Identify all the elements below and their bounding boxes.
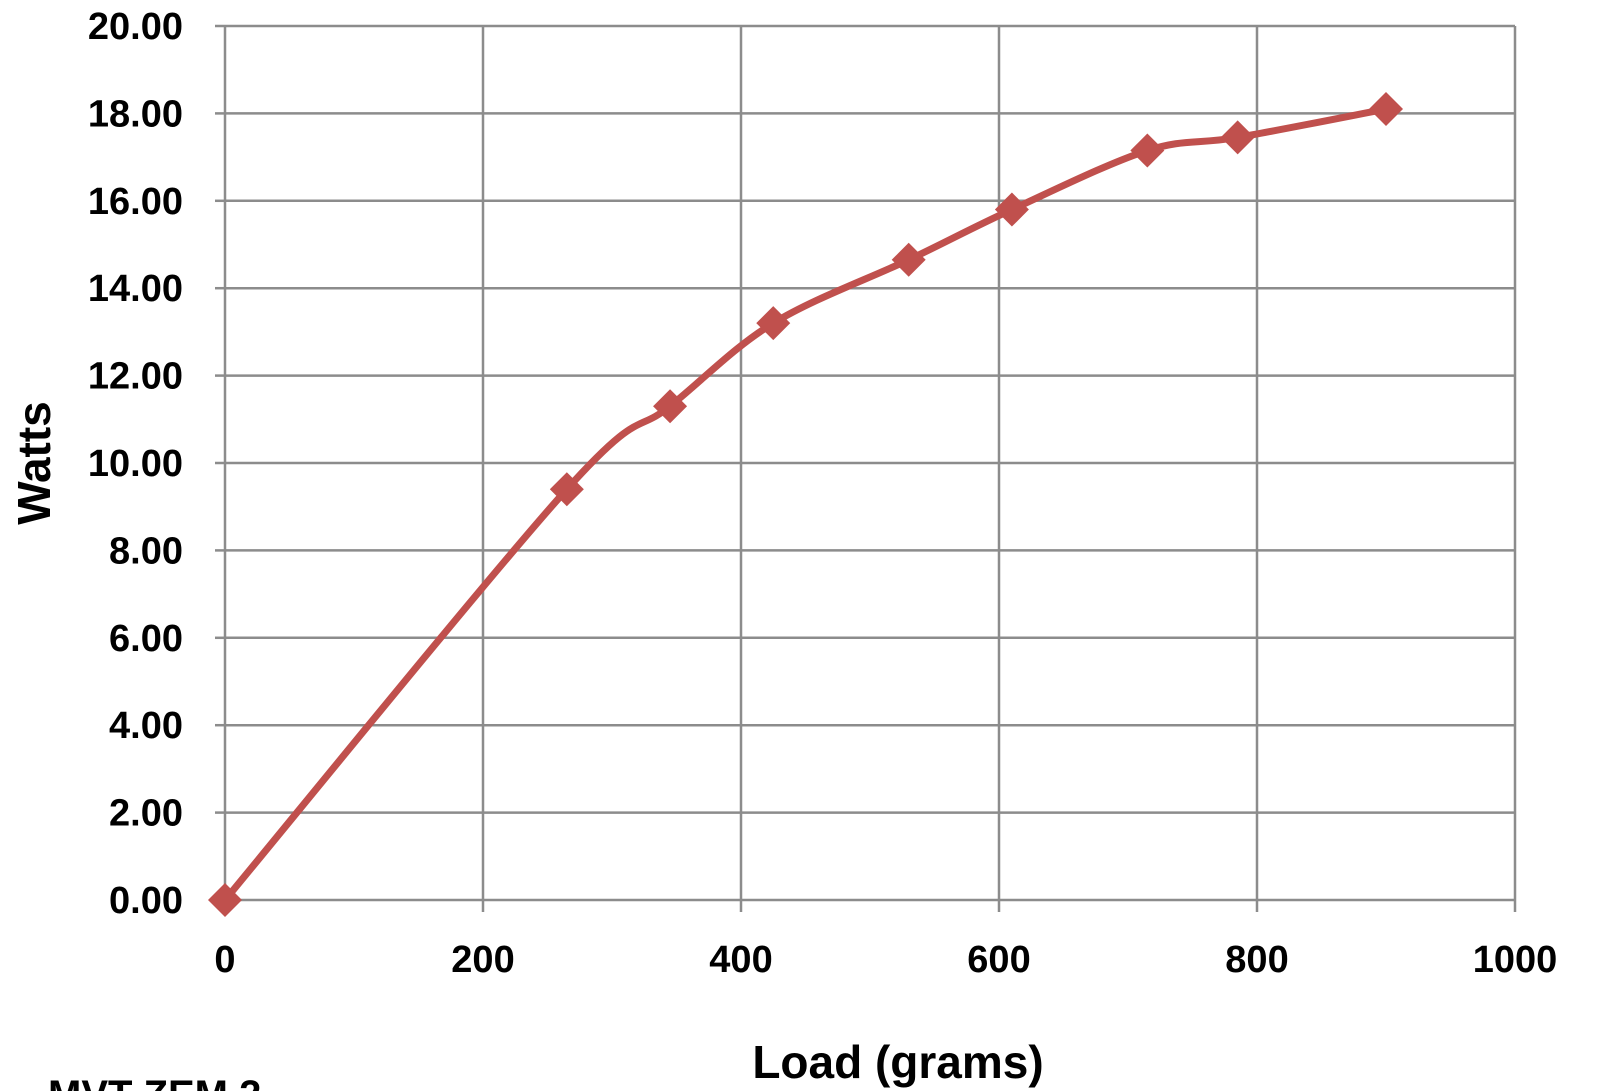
y-tick-label: 4.00 bbox=[109, 705, 183, 747]
y-tick-label: 18.00 bbox=[88, 93, 183, 135]
data-point-marker bbox=[549, 472, 584, 507]
x-tick-label: 600 bbox=[967, 939, 1030, 981]
tick-labels: 0.00 2.00 4.00 6.00 8.00 10.00 12.00 14.00 16.00… bbox=[88, 6, 1557, 981]
x-tick-label: 0 bbox=[214, 939, 235, 981]
x-tick-label: 400 bbox=[709, 939, 772, 981]
y-tick-label: 16.00 bbox=[88, 181, 183, 223]
data-point-marker bbox=[1130, 133, 1165, 168]
data-point-marker bbox=[1220, 120, 1255, 155]
y-tick-label: 14.00 bbox=[88, 268, 183, 310]
y-tick-label: 8.00 bbox=[109, 530, 183, 572]
data-point-marker bbox=[208, 883, 242, 917]
data-point-marker bbox=[891, 242, 926, 277]
series-line bbox=[221, 105, 1390, 904]
y-axis-title: Watts bbox=[8, 401, 60, 525]
y-tick-label: 12.00 bbox=[88, 356, 183, 398]
data-point-marker bbox=[994, 192, 1029, 227]
y-tick-label: 2.00 bbox=[109, 793, 183, 835]
y-tick-label: 20.00 bbox=[88, 6, 183, 48]
grid-lines bbox=[215, 24, 1517, 912]
series-layer bbox=[208, 92, 1403, 917]
data-point-marker bbox=[653, 389, 688, 424]
x-tick-label: 200 bbox=[451, 939, 514, 981]
data-point-marker bbox=[1369, 92, 1403, 127]
x-axis-title: Load (grams) bbox=[752, 1036, 1043, 1088]
x-tick-label: 800 bbox=[1225, 939, 1288, 981]
data-point-marker bbox=[756, 306, 791, 341]
y-tick-label: 6.00 bbox=[109, 618, 183, 660]
y-tick-label: 0.00 bbox=[109, 880, 183, 922]
chart-annotation: MVT ZEM 2 bbox=[48, 1073, 261, 1091]
y-tick-label: 10.00 bbox=[88, 443, 183, 485]
x-tick-label: 1000 bbox=[1473, 939, 1558, 981]
